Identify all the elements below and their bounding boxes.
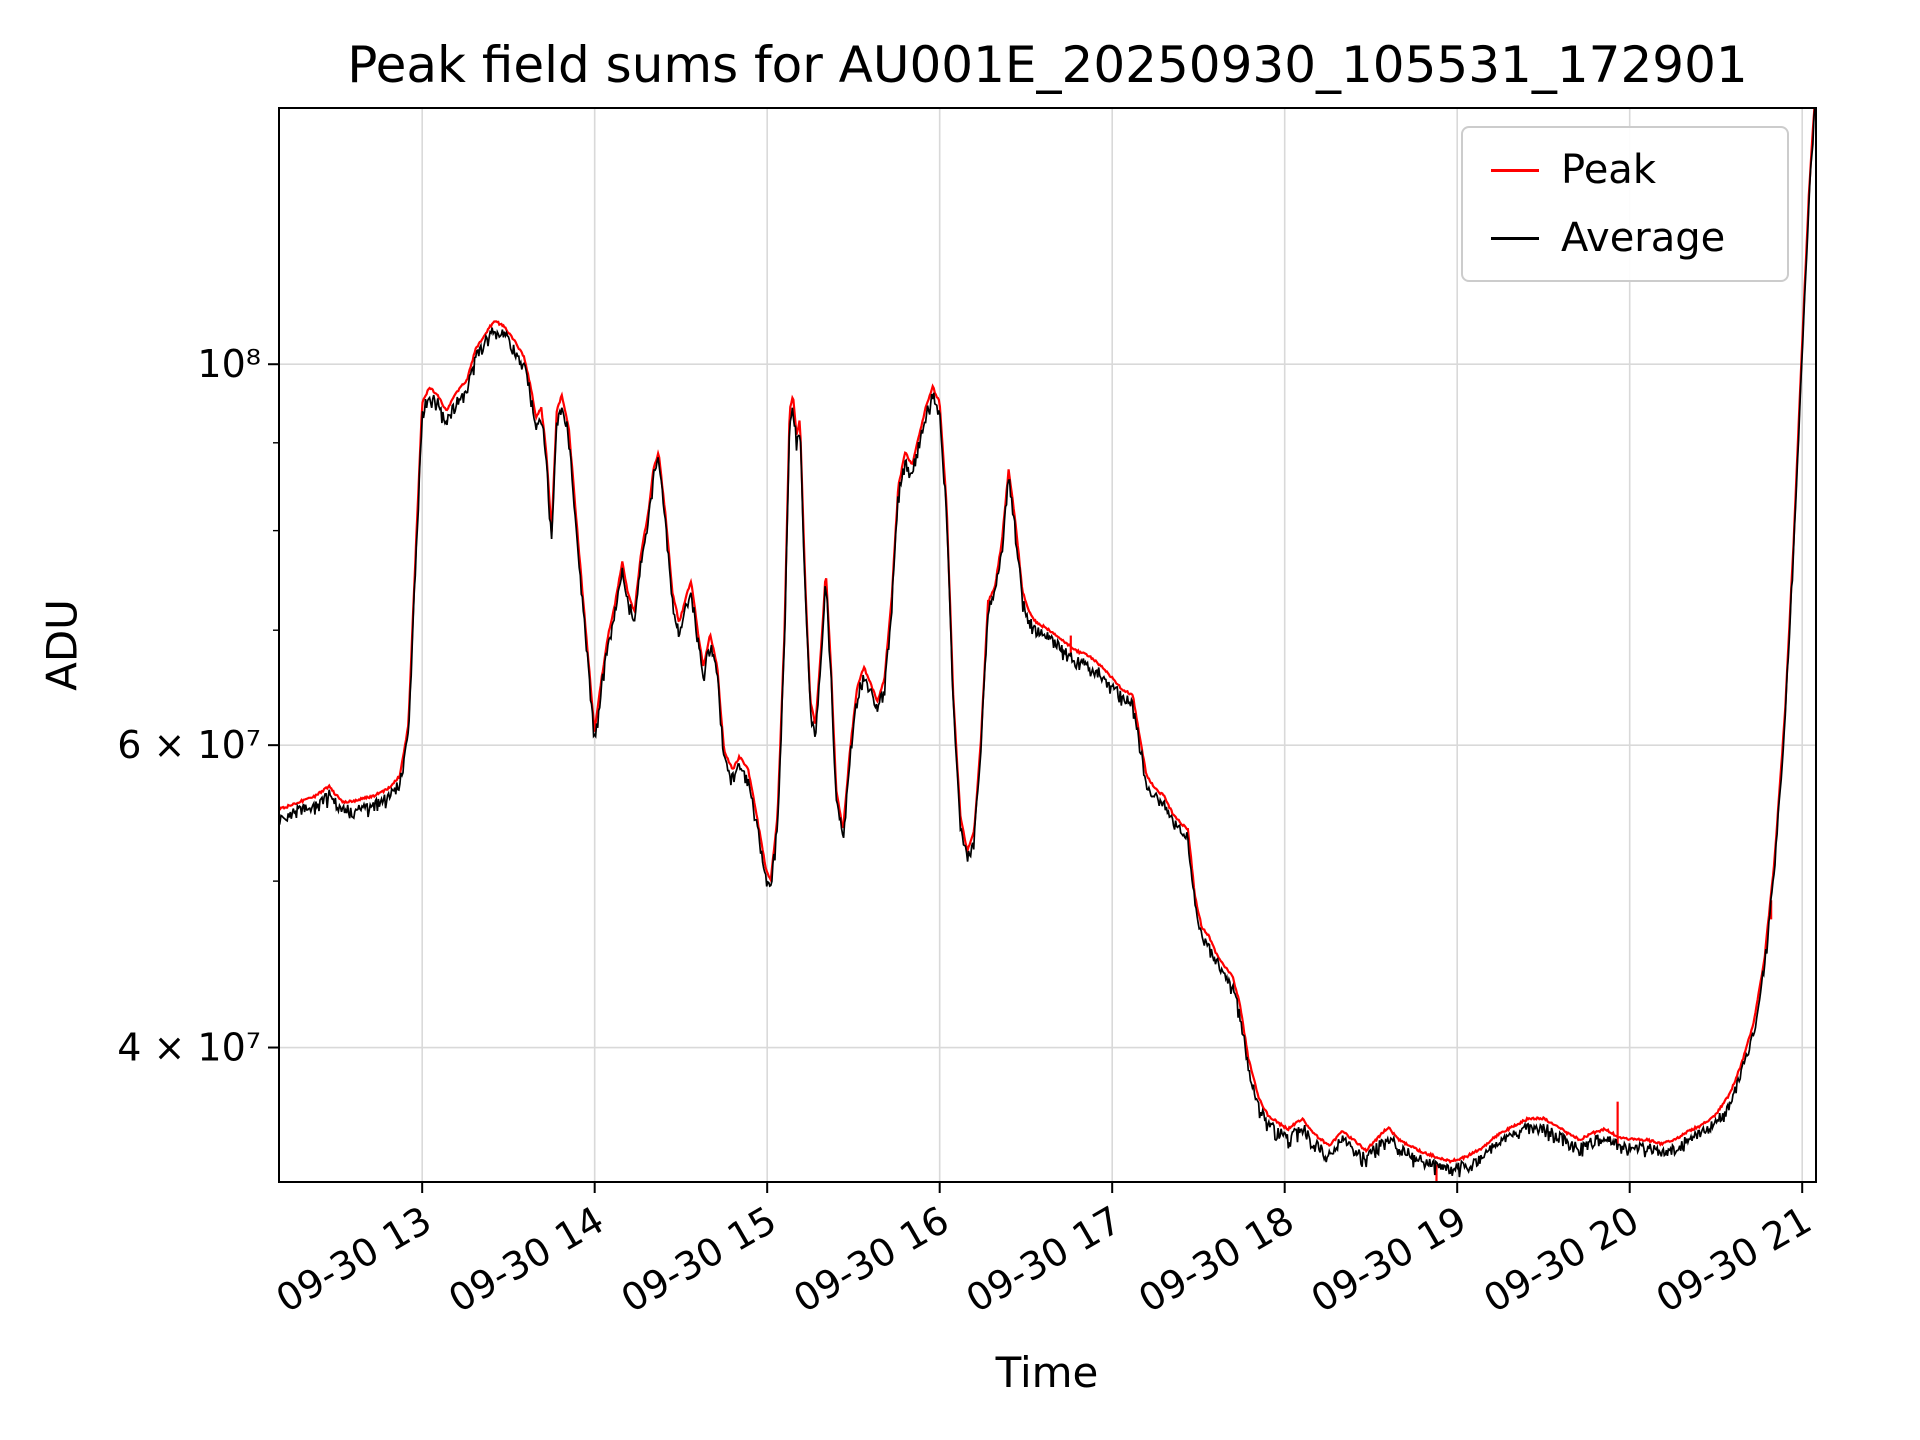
legend-label-average: Average bbox=[1561, 215, 1726, 261]
average-line bbox=[279, 108, 1816, 1178]
y-tick-label: 4 × 10⁷ bbox=[117, 1026, 261, 1070]
y-tick-label: 10⁸ bbox=[197, 342, 261, 386]
x-tick-label: 09-30 15 bbox=[614, 1198, 784, 1322]
y-axis-title: ADU bbox=[37, 599, 87, 691]
x-tick-label: 09-30 17 bbox=[959, 1198, 1129, 1322]
legend-item-average: Average bbox=[1491, 218, 1759, 258]
peak-spikes bbox=[1069, 635, 1773, 1182]
chart-title: Peak field sums for AU001E_20250930_1055… bbox=[347, 36, 1748, 94]
series-lines bbox=[279, 108, 1816, 1182]
y-tick-labels: 4 × 10⁷ 6 × 10⁷ 10⁸ bbox=[117, 342, 261, 1069]
x-tick-label: 09-30 20 bbox=[1476, 1198, 1646, 1322]
x-tick-labels: 09-30 13 09-30 14 09-30 15 09-30 16 09-30 17… bbox=[269, 1198, 1819, 1322]
peak-line bbox=[279, 108, 1816, 1164]
y-tick-label: 6 × 10⁷ bbox=[117, 723, 261, 767]
plot-border bbox=[278, 107, 1817, 1183]
legend-item-peak: Peak bbox=[1491, 150, 1759, 190]
legend-label-peak: Peak bbox=[1561, 147, 1656, 193]
peak-line-swatch bbox=[1491, 168, 1539, 172]
x-tick-label: 09-30 16 bbox=[786, 1198, 956, 1322]
legend: Peak Average bbox=[1461, 126, 1789, 282]
x-tick-label: 09-30 14 bbox=[441, 1198, 611, 1322]
x-axis-title: Time bbox=[995, 1348, 1099, 1397]
x-tick-label: 09-30 21 bbox=[1649, 1198, 1819, 1322]
x-tick-label: 09-30 19 bbox=[1304, 1198, 1474, 1322]
grid bbox=[279, 108, 1816, 1182]
axis-ticks bbox=[268, 363, 1804, 1193]
x-tick-label: 09-30 13 bbox=[269, 1198, 439, 1322]
x-tick-label: 09-30 18 bbox=[1131, 1198, 1301, 1322]
average-line-swatch bbox=[1491, 236, 1539, 240]
